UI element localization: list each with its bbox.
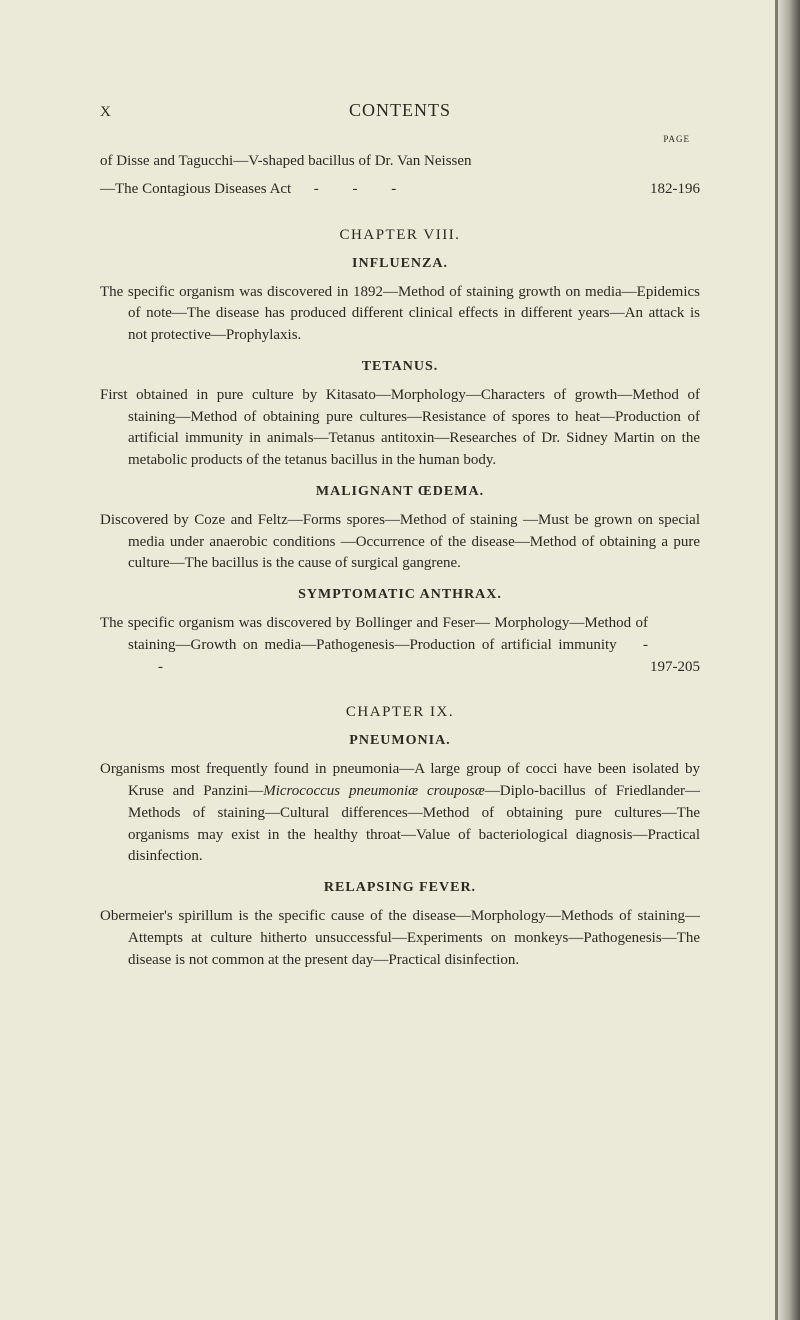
entry-page-number: 197-205	[648, 657, 700, 679]
section-heading: INFLUENZA.	[100, 256, 700, 272]
section-body-row: The specific organism was discovered by …	[100, 613, 700, 678]
running-head: X CONTENTS	[100, 100, 700, 121]
section-heading: MALIGNANT ŒDEMA.	[100, 484, 700, 500]
section-heading: SYMPTOMATIC ANTHRAX.	[100, 587, 700, 603]
section-heading: TETANUS.	[100, 359, 700, 375]
entry-page-number: 182-196	[648, 179, 700, 201]
folio-number: X	[100, 104, 140, 121]
section-body: Organisms most frequently found in pneum…	[100, 759, 700, 868]
section-body: Discovered by Coze and Feltz—Forms spore…	[100, 510, 700, 575]
entry-dashes: - - -	[314, 181, 397, 197]
section-heading: RELAPSING FEVER.	[100, 880, 700, 896]
section-body: The specific organism was discovered by …	[128, 613, 648, 678]
contents-entry: of Disse and Tagucchi—V-shaped bacillus …	[100, 151, 700, 173]
running-title: CONTENTS	[140, 100, 660, 121]
section-body: Obermeier's spirillum is the specific ca…	[100, 906, 700, 971]
contents-entry: —The Contagious Diseases Act - - - 182-1…	[100, 179, 700, 201]
entry-text: —The Contagious Diseases Act - - -	[128, 179, 648, 201]
section-body: First obtained in pure culture by Kitasa…	[100, 385, 700, 472]
entry-prefix: —The Contagious Diseases Act	[100, 181, 291, 197]
chapter-title: CHAPTER VIII.	[100, 227, 700, 244]
entry-text: of Disse and Tagucchi—V-shaped bacillus …	[100, 153, 472, 169]
page-container: X CONTENTS PAGE of Disse and Tagucchi—V-…	[0, 0, 800, 1320]
section-heading: PNEUMONIA.	[100, 733, 700, 749]
page-column-label: PAGE	[663, 134, 690, 144]
page-edge-shadow	[774, 0, 800, 1320]
section-body: The specific organism was discovered in …	[100, 282, 700, 347]
chapter-title: CHAPTER IX.	[100, 704, 700, 721]
